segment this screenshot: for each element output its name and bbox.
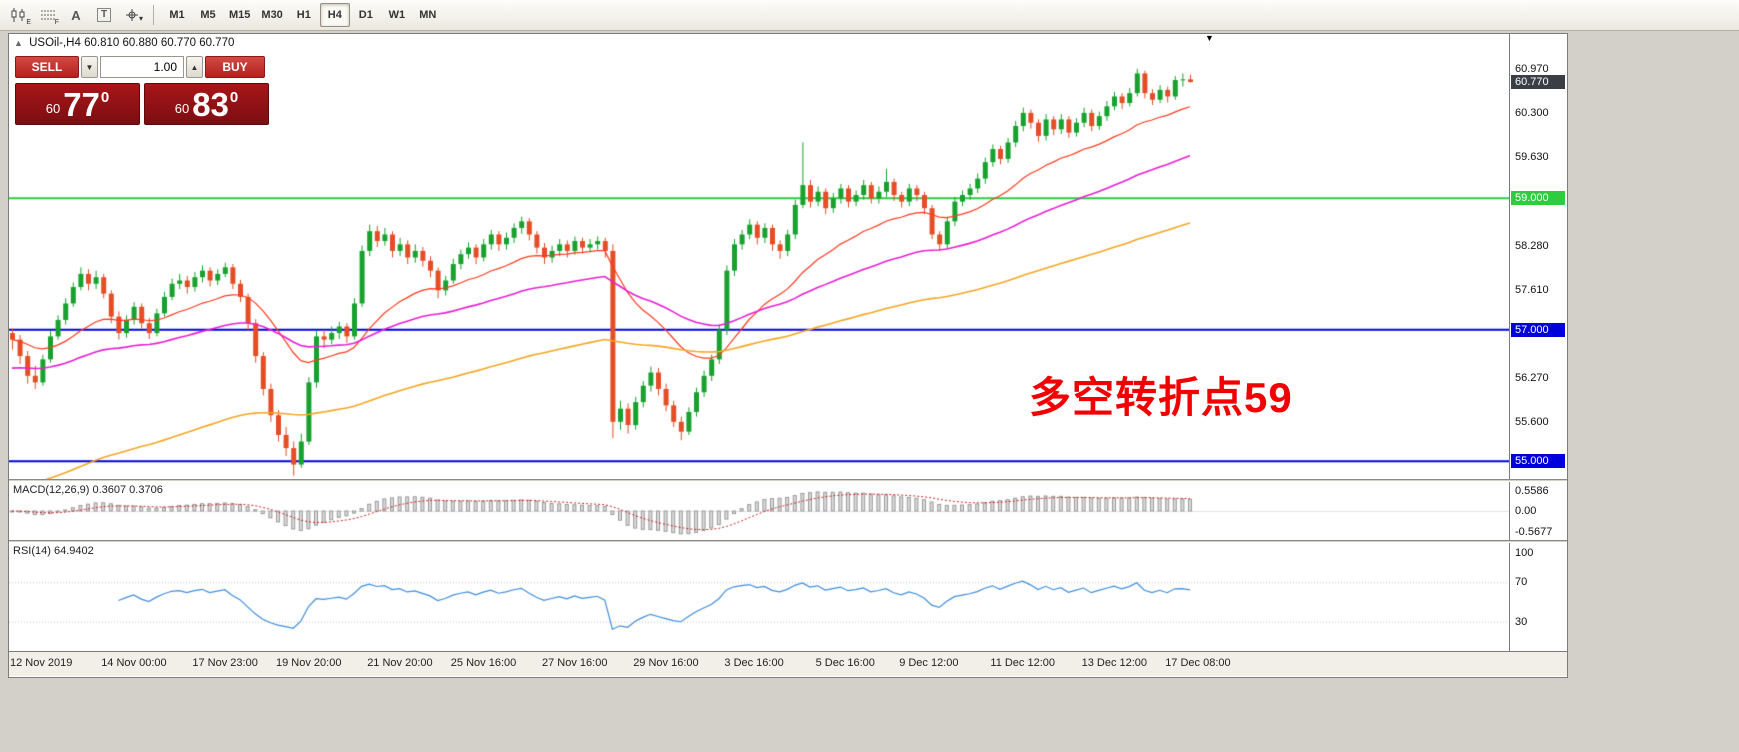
chart-shift-marker-icon[interactable]: ▼ (1205, 34, 1214, 43)
symbol-label: USOil-,H4 (29, 37, 81, 49)
time-axis-label: 11 Dec 12:00 (990, 657, 1056, 669)
sell-price-digits: 77 (63, 85, 100, 123)
time-axis-label: 5 Dec 16:00 (815, 657, 875, 669)
macd-chart-area[interactable]: MACD(12,26,9) 0.3607 0.3706 (9, 482, 1509, 540)
macd-canvas[interactable] (9, 482, 1509, 540)
hline-price-badge: 55.000 (1511, 454, 1565, 469)
macd-pane: MACD(12,26,9) 0.3607 0.3706 0.5586 0.00 -0… (9, 482, 1567, 540)
chart-type-icon-badge: E (26, 19, 31, 26)
ohlc-values: 60.810 60.880 60.770 60.770 (84, 37, 235, 49)
chevron-down-icon: ▾ (138, 14, 143, 23)
time-axis-label: 14 Nov 00:00 (101, 657, 167, 669)
price-scale[interactable]: 60.970 60.300 59.630 58.280 57.610 56.270 55.6… (1509, 34, 1567, 479)
chart-type-icon (10, 7, 28, 23)
text-box-button[interactable]: T (91, 3, 117, 27)
price-scale-label: 58.280 (1515, 239, 1549, 252)
volume-input[interactable] (100, 56, 184, 78)
buy-price-prefix: 60 (174, 100, 190, 116)
panel-splitter[interactable] (9, 540, 1567, 543)
time-axis-label: 19 Nov 20:00 (276, 657, 342, 669)
rsi-scale-label: 70 (1515, 576, 1528, 589)
macd-scale[interactable]: 0.5586 0.00 -0.5677 (1509, 482, 1567, 540)
panel-splitter[interactable] (9, 479, 1567, 482)
tab-timeframe-m1[interactable]: M1 (169, 9, 185, 21)
rsi-canvas[interactable] (9, 543, 1509, 651)
macd-scale-label: 0.5586 (1515, 484, 1549, 497)
crosshair-icon (125, 8, 139, 22)
rsi-scale-label: 30 (1515, 615, 1528, 628)
rsi-scale[interactable]: 100 70 30 (1509, 543, 1567, 651)
toolbar-separator (153, 5, 154, 25)
tab-timeframe-d1[interactable]: D1 (358, 9, 373, 21)
rsi-title: RSI(14) 64.9402 (13, 545, 94, 557)
buy-price-button[interactable]: 60 83 0 (144, 83, 269, 125)
price-scale-label: 56.270 (1515, 371, 1549, 384)
current-price-badge: 60.770 (1511, 74, 1565, 89)
collapse-arrow-icon[interactable]: ▲ (14, 38, 23, 48)
timeframe-toolbar: M1 M5 M15 M30 H1 H4 D1 W1 MN (162, 3, 443, 27)
price-scale-label: 55.600 (1515, 415, 1549, 428)
time-axis-label: 29 Nov 16:00 (633, 657, 699, 669)
one-click-trading-panel: SELL ▼ ▲ BUY 60 77 0 60 (15, 56, 273, 125)
rsi-scale-label: 100 (1515, 546, 1534, 559)
chart-window: ▲ USOil-,H4 60.810 60.880 60.770 60.770 … (8, 33, 1568, 678)
tab-timeframe-mn[interactable]: MN (419, 9, 437, 21)
time-axis[interactable]: 12 Nov 2019 14 Nov 00:00 17 Nov 23:00 19 No… (9, 651, 1567, 676)
time-axis-label: 17 Nov 23:00 (192, 657, 258, 669)
sell-price-prefix: 60 (45, 100, 61, 116)
price-scale-label: 57.610 (1515, 283, 1549, 296)
price-chart-area[interactable]: ▲ USOil-,H4 60.810 60.880 60.770 60.770 … (9, 34, 1509, 479)
tab-timeframe-w1[interactable]: W1 (388, 9, 406, 21)
tab-timeframe-m5[interactable]: M5 (200, 9, 216, 21)
volume-increase-button[interactable]: ▲ (186, 56, 203, 78)
time-axis-label: 13 Dec 12:00 (1081, 657, 1148, 669)
chart-annotation: 多空转折点59 (1029, 374, 1293, 421)
tab-timeframe-m15[interactable]: M15 (229, 9, 251, 21)
tab-timeframe-h1[interactable]: H1 (296, 9, 311, 21)
time-axis-label: 9 Dec 12:00 (899, 657, 959, 669)
chart-type-button[interactable]: E (5, 3, 33, 27)
sell-price-button[interactable]: 60 77 0 (15, 83, 140, 125)
volume-decrease-button[interactable]: ▼ (81, 56, 98, 78)
text-box-icon: T (96, 8, 112, 22)
chart-title: ▲ USOil-,H4 60.810 60.880 60.770 60.770 (14, 37, 234, 49)
grid-icon-badge: F (54, 19, 59, 26)
hline-price-badge: 57.000 (1511, 322, 1565, 337)
rsi-pane: RSI(14) 64.9402 100 70 30 (9, 543, 1567, 651)
buy-price-digits: 83 (192, 85, 229, 123)
time-axis-label: 3 Dec 16:00 (724, 657, 784, 669)
tab-timeframe-h4[interactable]: H4 (319, 3, 350, 27)
buy-price-pip: 0 (229, 88, 239, 106)
toolbar: E F A T (0, 0, 1739, 31)
grid-button[interactable]: F (35, 3, 61, 27)
text-label-icon: A (71, 7, 81, 23)
macd-title: MACD(12,26,9) 0.3607 0.3706 (13, 484, 163, 496)
price-scale-label: 60.970 (1515, 62, 1549, 75)
time-axis-label: 21 Nov 20:00 (367, 657, 433, 669)
price-pane: ▲ USOil-,H4 60.810 60.880 60.770 60.770 … (9, 34, 1567, 479)
tab-timeframe-m30[interactable]: M30 (261, 9, 283, 21)
time-axis-label: 27 Nov 16:00 (542, 657, 608, 669)
drawing-tools-button[interactable]: ▾ (119, 3, 145, 27)
sell-price-pip: 0 (100, 88, 110, 106)
price-scale-label: 60.300 (1515, 106, 1549, 119)
time-axis-label: 17 Dec 08:00 (1165, 657, 1231, 669)
macd-scale-label: -0.5677 (1515, 525, 1553, 538)
price-scale-label: 59.630 (1515, 150, 1549, 163)
sell-button[interactable]: SELL (15, 56, 79, 78)
text-label-button[interactable]: A (63, 3, 89, 27)
time-axis-label: 12 Nov 2019 (10, 657, 73, 669)
macd-scale-label: 0.00 (1515, 505, 1537, 517)
grid-icon (40, 8, 56, 22)
rsi-chart-area[interactable]: RSI(14) 64.9402 (9, 543, 1509, 651)
buy-button[interactable]: BUY (205, 56, 265, 78)
hline-price-badge: 59.000 (1511, 191, 1565, 206)
time-axis-label: 25 Nov 16:00 (450, 657, 517, 669)
